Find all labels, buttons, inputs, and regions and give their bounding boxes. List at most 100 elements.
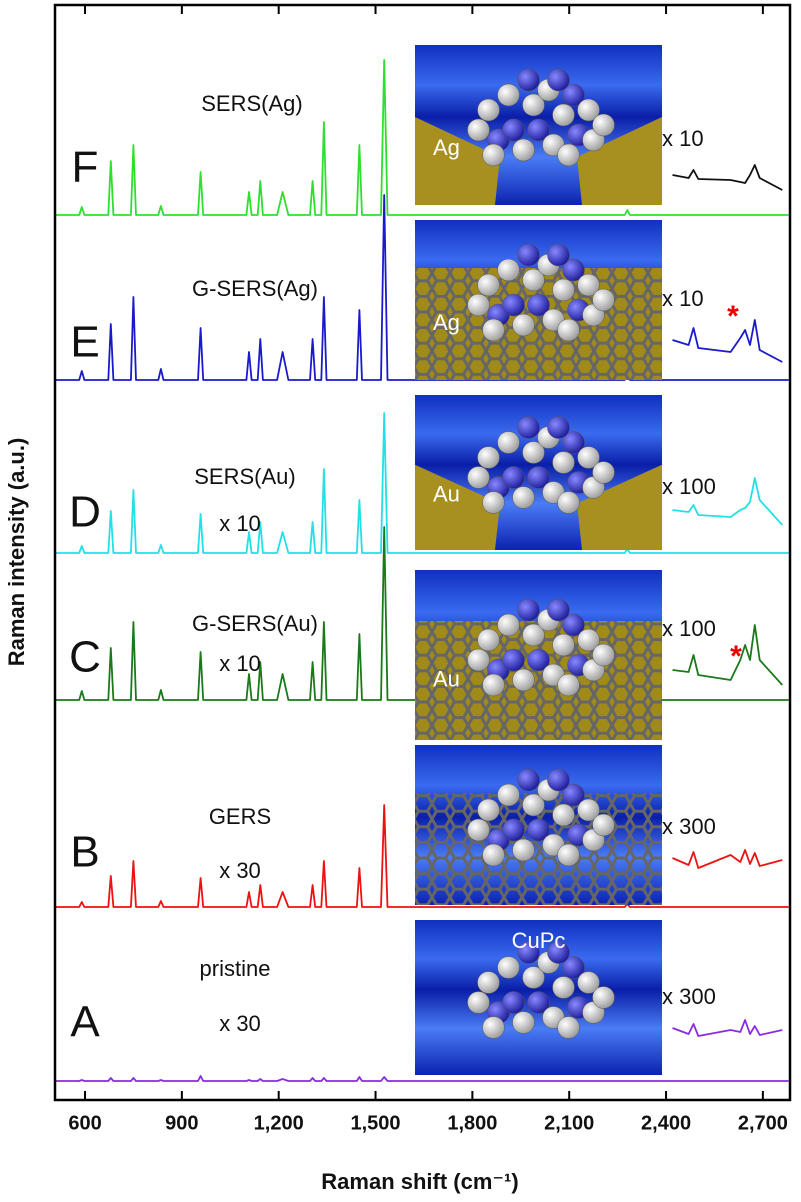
atom bbox=[577, 98, 600, 122]
panel-letter: B bbox=[70, 828, 99, 877]
atom bbox=[547, 598, 570, 622]
inset-label: Au bbox=[433, 666, 460, 691]
atom bbox=[522, 441, 545, 464]
atom bbox=[592, 813, 615, 837]
atom bbox=[557, 491, 580, 514]
zoom-line bbox=[672, 477, 783, 526]
x-tick-label: 600 bbox=[68, 1112, 101, 1134]
zoom-label: x 300 bbox=[662, 984, 716, 1009]
atom bbox=[592, 461, 615, 484]
atom bbox=[562, 613, 585, 637]
scale-label: x 10 bbox=[219, 651, 261, 676]
y-axis-label: Raman intensity (a.u.) bbox=[4, 438, 29, 667]
panel-letter: C bbox=[69, 633, 101, 682]
atom bbox=[502, 466, 525, 489]
atom bbox=[502, 118, 525, 142]
atom bbox=[502, 648, 525, 672]
atom bbox=[502, 991, 525, 1014]
zoom-label: x 100 bbox=[662, 616, 716, 641]
atom bbox=[547, 941, 570, 964]
spectrum-line bbox=[56, 412, 789, 554]
atom bbox=[517, 941, 540, 964]
atom bbox=[547, 243, 570, 267]
atom bbox=[592, 986, 615, 1009]
spectrum-line bbox=[56, 1075, 789, 1082]
inset: Au bbox=[415, 570, 662, 740]
atom bbox=[482, 843, 505, 867]
atom bbox=[467, 818, 490, 842]
metal-tip bbox=[415, 464, 500, 550]
inset: Ag bbox=[415, 45, 662, 205]
star: * bbox=[730, 640, 742, 673]
metal-tip bbox=[577, 117, 662, 205]
x-tick-label: 1,800 bbox=[447, 1112, 497, 1134]
zoom-line bbox=[672, 624, 783, 686]
atom bbox=[477, 971, 500, 994]
atom bbox=[552, 976, 575, 999]
series-name: pristine bbox=[200, 956, 271, 981]
atom bbox=[467, 648, 490, 672]
atom bbox=[517, 768, 540, 792]
zoom-line bbox=[672, 1019, 783, 1037]
atom bbox=[482, 318, 505, 342]
spectrum-line bbox=[56, 59, 789, 216]
spectrum-line bbox=[56, 194, 789, 381]
atom bbox=[557, 673, 580, 697]
atom bbox=[522, 966, 545, 989]
atom bbox=[517, 416, 540, 439]
inset: CuPc bbox=[415, 920, 662, 1075]
atom bbox=[552, 103, 575, 127]
atom bbox=[517, 68, 540, 92]
atom bbox=[577, 798, 600, 822]
atom bbox=[497, 83, 520, 107]
atom bbox=[512, 138, 535, 162]
zoom-line bbox=[672, 319, 783, 363]
spectrum-line bbox=[56, 804, 789, 908]
series-name: GERS bbox=[209, 804, 271, 829]
inset-label: Ag bbox=[433, 310, 460, 335]
x-tick-label: 900 bbox=[165, 1112, 198, 1134]
scale-label: x 30 bbox=[219, 858, 261, 883]
atom bbox=[547, 416, 570, 439]
atom bbox=[497, 613, 520, 637]
atom bbox=[477, 798, 500, 822]
inset-label: Ag bbox=[433, 135, 460, 160]
atom bbox=[477, 98, 500, 122]
atom bbox=[512, 313, 535, 337]
atom bbox=[557, 1016, 580, 1039]
zoom-label: x 100 bbox=[662, 474, 716, 499]
atom bbox=[577, 628, 600, 652]
atom bbox=[522, 268, 545, 292]
atom bbox=[562, 956, 585, 979]
series-name: G-SERS(Ag) bbox=[192, 276, 318, 301]
atom bbox=[592, 643, 615, 667]
series-name: SERS(Ag) bbox=[201, 91, 302, 116]
x-tick-label: 2,100 bbox=[544, 1112, 594, 1134]
atom bbox=[467, 118, 490, 142]
zoom-label: x 10 bbox=[662, 286, 704, 311]
atom bbox=[482, 673, 505, 697]
series-name: SERS(Au) bbox=[194, 464, 295, 489]
zoom-label: x 10 bbox=[662, 126, 704, 151]
atom bbox=[552, 633, 575, 657]
x-axis-label: Raman shift (cm⁻¹) bbox=[321, 1169, 518, 1194]
atom bbox=[467, 991, 490, 1014]
spectrum-line bbox=[56, 526, 789, 701]
atom bbox=[517, 598, 540, 622]
x-tick-label: 1,500 bbox=[351, 1112, 401, 1134]
zoom-line bbox=[672, 849, 783, 869]
atom bbox=[517, 243, 540, 267]
inset bbox=[415, 745, 662, 905]
atom bbox=[527, 648, 550, 672]
atom bbox=[527, 118, 550, 142]
atom bbox=[557, 143, 580, 167]
atom bbox=[547, 68, 570, 92]
plot bbox=[56, 59, 789, 1082]
star: * bbox=[727, 300, 739, 333]
atom bbox=[497, 783, 520, 807]
series-name: G-SERS(Au) bbox=[192, 611, 318, 636]
atom bbox=[562, 783, 585, 807]
atom bbox=[527, 991, 550, 1014]
metal-tip bbox=[577, 464, 662, 550]
panel-letter: E bbox=[70, 318, 99, 367]
